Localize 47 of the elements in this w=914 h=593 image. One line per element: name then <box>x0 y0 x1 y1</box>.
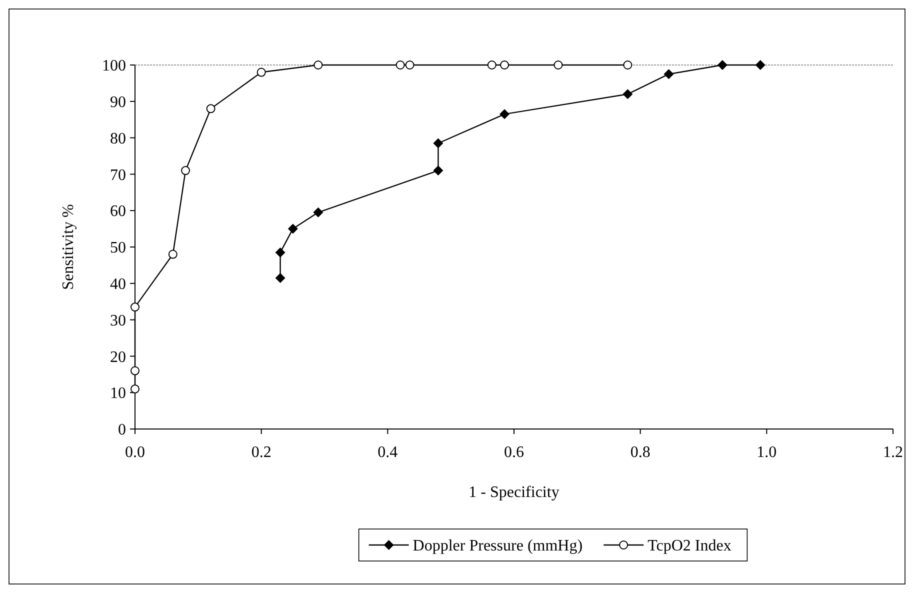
point <box>130 384 140 394</box>
point <box>554 60 563 70</box>
point <box>755 60 766 70</box>
point <box>275 247 286 258</box>
y-tick-label: 80 <box>110 130 126 148</box>
y-tick-label: 60 <box>110 203 126 220</box>
point <box>256 68 266 77</box>
point <box>623 60 632 70</box>
x-axis-title: 1 - Specificity <box>468 484 560 501</box>
x-tick-label: 0.8 <box>630 444 650 461</box>
point <box>288 224 298 234</box>
point <box>168 250 178 259</box>
legend-label: Doppler Pressure (mmHg) <box>412 538 583 555</box>
point <box>396 60 405 70</box>
point <box>130 366 140 376</box>
point <box>500 109 510 120</box>
x-tick-label: 1.0 <box>756 444 777 461</box>
x-tick-label: 0.4 <box>378 444 398 461</box>
point <box>405 60 414 70</box>
y-tick-label: 0 <box>118 422 126 439</box>
y-axis-title: Sensitivity % <box>60 204 77 290</box>
y-tick-label: 100 <box>102 58 126 75</box>
point <box>500 60 510 70</box>
point <box>487 60 496 70</box>
y-tick-label: 70 <box>110 166 126 184</box>
point <box>664 69 674 80</box>
y-tick-label: 20 <box>110 348 126 366</box>
point <box>206 104 216 114</box>
y-tick-label: 40 <box>110 276 126 293</box>
point <box>314 60 323 70</box>
y-tick-label: 90 <box>110 94 126 111</box>
point <box>717 60 728 70</box>
y-tick-label: 50 <box>110 240 126 257</box>
point <box>275 272 286 283</box>
point <box>181 166 190 176</box>
x-tick-label: 0.0 <box>125 444 145 461</box>
x-tick-label: 1.2 <box>883 444 903 461</box>
point <box>433 166 444 176</box>
y-tick-label: 30 <box>110 312 126 330</box>
point <box>433 138 444 148</box>
x-tick-label: 0.2 <box>251 444 272 461</box>
y-tick-label: 10 <box>110 385 126 402</box>
point <box>622 89 633 100</box>
point <box>313 207 324 218</box>
x-tick-label: 0.6 <box>504 444 524 461</box>
point <box>130 302 140 312</box>
legend-label: TcpO2 Index <box>648 538 732 555</box>
